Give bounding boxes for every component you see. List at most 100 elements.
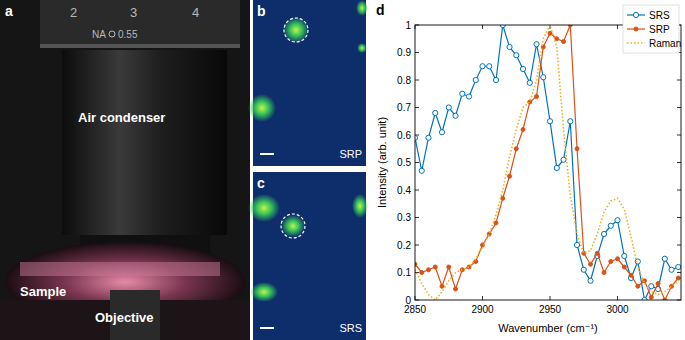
- series-marker: [676, 264, 681, 269]
- series-marker: [507, 44, 512, 49]
- legend-marker: [634, 27, 638, 31]
- y-tick-label: 0.7: [397, 102, 411, 113]
- dial-label: 4: [192, 5, 199, 20]
- series-marker: [554, 165, 559, 170]
- figure: 234NA0.55Air condenserSampleObjectiveSRP…: [0, 0, 685, 340]
- x-tick: [482, 296, 483, 300]
- dial-label: 2: [70, 5, 77, 20]
- y-tick-right: [677, 217, 681, 218]
- y-tick-label: 1: [405, 20, 411, 31]
- series-marker: [453, 113, 458, 118]
- series-marker: [447, 265, 451, 269]
- panel-letter: c: [257, 175, 265, 191]
- series-marker: [562, 40, 566, 44]
- series-marker: [601, 231, 606, 236]
- series-marker: [520, 66, 525, 71]
- y-tick: [415, 162, 419, 163]
- y-tick-right: [677, 245, 681, 246]
- series-marker: [440, 284, 444, 288]
- series-marker: [656, 282, 660, 286]
- photo-bg: [0, 0, 250, 340]
- dial-ring: [40, 0, 240, 48]
- y-tick-right: [677, 135, 681, 136]
- legend: SRSSRPRaman: [623, 5, 681, 53]
- scale-bar: [260, 327, 274, 329]
- series-marker: [534, 42, 539, 47]
- panel-letter: d: [376, 2, 385, 18]
- y-tick-label: 0.2: [397, 240, 411, 251]
- roi-circle: [281, 214, 305, 238]
- series-marker: [521, 128, 525, 132]
- dial-edge: [40, 44, 240, 48]
- series-marker: [588, 278, 593, 283]
- y-tick-label: 0.3: [397, 212, 411, 223]
- series-marker: [480, 64, 485, 69]
- series-marker: [419, 168, 424, 173]
- x-tick-label: 3000: [606, 304, 629, 315]
- y-tick-label: 0.4: [397, 185, 411, 196]
- x-tick-label: 2900: [471, 304, 494, 315]
- series-marker: [433, 265, 437, 269]
- y-tick-right: [677, 190, 681, 191]
- legend-marker: [633, 12, 638, 17]
- series-marker: [649, 284, 654, 289]
- particle: [248, 94, 276, 122]
- series-marker: [602, 271, 606, 275]
- y-tick-label: 0.9: [397, 47, 411, 58]
- legend-label: Raman: [649, 38, 681, 49]
- y-tick-right: [677, 107, 681, 108]
- series-line: [415, 25, 678, 300]
- series-marker: [547, 119, 552, 124]
- series-marker: [629, 273, 633, 277]
- series-marker: [460, 91, 465, 96]
- photo-label: Sample: [20, 284, 66, 299]
- series-marker: [561, 157, 566, 162]
- condenser: [62, 50, 227, 235]
- y-tick-right: [677, 80, 681, 81]
- particle: [248, 194, 280, 222]
- series-marker: [454, 287, 458, 291]
- roi-circle: [284, 18, 308, 42]
- series-marker: [426, 135, 431, 140]
- plot-area: [415, 25, 681, 300]
- panel-letter: a: [5, 3, 13, 19]
- series-marker: [575, 147, 579, 151]
- series-marker: [662, 256, 667, 261]
- y-tick: [415, 190, 419, 191]
- particle: [250, 282, 278, 302]
- series-marker: [669, 267, 674, 272]
- y-tick: [415, 245, 419, 246]
- dial-label: NA: [92, 29, 106, 40]
- series-marker: [474, 260, 478, 264]
- series-marker: [649, 295, 653, 299]
- particle: [283, 17, 309, 43]
- x-tick-top: [617, 25, 618, 29]
- y-tick: [415, 80, 419, 81]
- scale-bar: [260, 153, 274, 155]
- series-marker: [466, 94, 471, 99]
- series-marker: [501, 196, 505, 200]
- y-tick-label: 0.8: [397, 75, 411, 86]
- photo-label: Air condenser: [78, 110, 165, 125]
- y-tick-label: 0.1: [397, 267, 411, 278]
- legend-label: SRS: [649, 10, 670, 21]
- series-line: [415, 25, 678, 300]
- y-tick-label: 0.5: [397, 157, 411, 168]
- series-marker: [676, 276, 680, 280]
- image-bg: [253, 0, 366, 166]
- legend-swatch: [627, 42, 645, 44]
- series-marker: [446, 105, 451, 110]
- dial-dot: [109, 31, 115, 37]
- x-tick-label: 2850: [404, 304, 427, 315]
- series-marker: [427, 268, 431, 272]
- series-marker: [493, 77, 498, 82]
- y-tick: [415, 107, 419, 108]
- series-marker: [609, 260, 613, 264]
- panel-letter: b: [257, 3, 266, 19]
- series-line: [415, 25, 678, 300]
- series-marker: [508, 174, 512, 178]
- series-marker: [420, 271, 424, 275]
- series-marker: [439, 130, 444, 135]
- y-tick: [415, 52, 419, 53]
- series-marker: [535, 95, 539, 99]
